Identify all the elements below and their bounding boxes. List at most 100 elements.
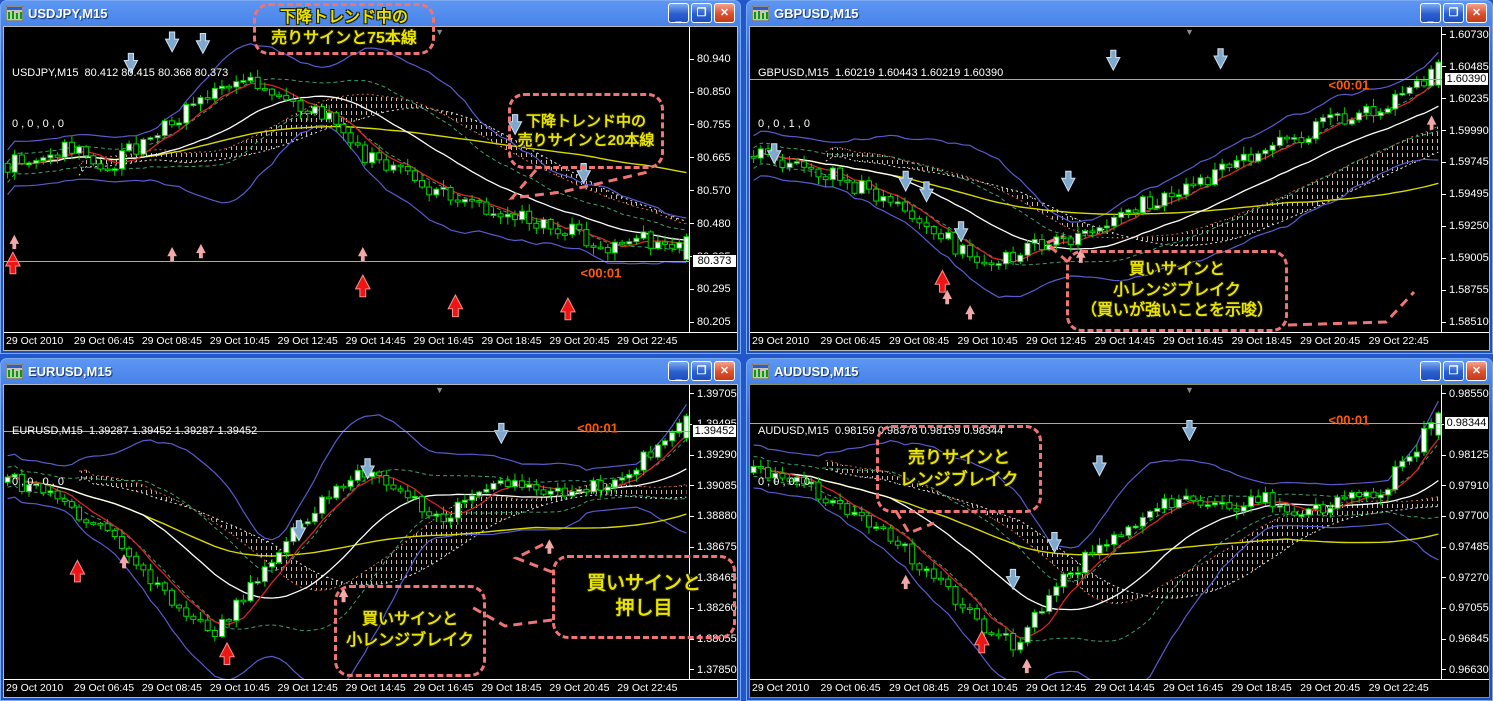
time-label: 29 Oct 22:45 xyxy=(617,335,678,347)
price-scale[interactable]: 80.940 80.850 80.755 80.665 80.570 80.480 80.3… xyxy=(689,27,737,333)
price-tick: 0.97485 xyxy=(1442,541,1489,553)
time-label: 29 Oct 16:45 xyxy=(1163,682,1224,694)
indicator-values: 0 , 0 , 0 , 0 xyxy=(758,476,810,489)
arrow-down-icon xyxy=(164,31,180,53)
time-axis[interactable]: 29 Oct 2010 29 Oct 06:45 29 Oct 08:45 29 Oc… xyxy=(750,332,1489,350)
close-button[interactable]: ✕ xyxy=(714,361,735,381)
ichimoku-cloud xyxy=(79,94,687,224)
time-label: 29 Oct 18:45 xyxy=(1231,682,1292,694)
price-scale[interactable]: 0.985500.983350.981250.979100.977000.974… xyxy=(1441,385,1489,680)
time-axis[interactable]: 29 Oct 2010 29 Oct 06:45 29 Oct 08:45 29 Oc… xyxy=(4,332,737,350)
arrow-up-icon xyxy=(4,251,21,275)
price-tick: 80.755 xyxy=(690,119,737,131)
senkou-span-b xyxy=(78,107,687,222)
close-button[interactable]: ✕ xyxy=(1466,3,1487,23)
price-tick: 1.60235 xyxy=(1442,93,1489,105)
plot-region[interactable]: ▼ <00:01 xyxy=(750,385,1442,680)
time-label: 29 Oct 20:45 xyxy=(549,335,610,347)
close-icon: ✕ xyxy=(719,364,730,377)
period-marker-icon: ▼ xyxy=(435,27,445,37)
arrow-up-icon xyxy=(447,293,464,318)
arrow-down-icon xyxy=(493,422,509,445)
arrow-down-icon xyxy=(766,143,782,165)
close-icon: ✕ xyxy=(1471,364,1482,377)
titlebar[interactable]: EURUSD,M15 _ ❐ ✕ xyxy=(3,358,738,384)
time-label: 29 Oct 10:45 xyxy=(957,335,1018,347)
price-tick: 1.59005 xyxy=(1442,252,1489,264)
titlebar[interactable]: GBPUSD,M15 _ ❐ ✕ xyxy=(749,0,1490,26)
arrow-up-icon xyxy=(358,247,368,262)
current-price-line xyxy=(4,260,690,262)
arrow-up-icon xyxy=(167,247,177,262)
arrow-down-icon xyxy=(1213,48,1229,70)
close-button[interactable]: ✕ xyxy=(1466,361,1487,381)
window-title: EURUSD,M15 xyxy=(28,363,112,379)
arrow-down-icon xyxy=(953,221,969,243)
candles xyxy=(4,413,690,642)
arrow-up-icon xyxy=(559,297,576,321)
price-scale[interactable]: 1.60730 1.60485 1.60235 1.59990 1.59745 1.594… xyxy=(1441,27,1489,333)
titlebar[interactable]: USDJPY,M15 _ ❐ ✕ xyxy=(3,0,738,26)
chart-window-audusd: AUDUSD,M15 _ ❐ ✕ ▼ <00:01 0.985500.983350… xyxy=(746,358,1493,701)
price-tick: 80.205 xyxy=(690,316,737,328)
ohlc-readout: USDJPY,M15 80.412 80.415 80.368 80.373 0… xyxy=(12,31,228,167)
minimize-button[interactable]: _ xyxy=(1420,361,1441,381)
close-button[interactable]: ✕ xyxy=(714,3,735,23)
period-marker-icon: ▼ xyxy=(1184,27,1194,37)
arrow-down-icon xyxy=(1105,49,1121,72)
time-label: 29 Oct 18:45 xyxy=(481,335,542,347)
arrow-down-icon xyxy=(1181,420,1197,442)
inner-band-lower xyxy=(7,485,687,632)
time-label: 29 Oct 2010 xyxy=(752,682,810,694)
time-label: 29 Oct 2010 xyxy=(752,335,810,347)
price-tick: 80.850 xyxy=(690,86,737,98)
chart-window-usdjpy: USDJPY,M15 _ ❐ ✕ ▼ <00:01 80.940 80.850 80.… xyxy=(0,0,741,354)
titlebar[interactable]: AUDUSD,M15 _ ❐ ✕ xyxy=(749,358,1490,384)
bollinger-lower xyxy=(753,158,1439,299)
price-scale[interactable]: 1.397051.394951.392901.390851.388801.386… xyxy=(689,385,737,680)
maximize-button[interactable]: ❐ xyxy=(1443,3,1464,23)
arrow-up-icon xyxy=(1022,658,1032,674)
price-tick: 1.38260 xyxy=(690,602,737,614)
time-axis[interactable]: 29 Oct 2010 29 Oct 06:45 29 Oct 08:45 29 Oc… xyxy=(4,679,737,697)
minimize-icon: _ xyxy=(675,10,682,23)
price-tick: 80.570 xyxy=(690,185,737,197)
arrow-up-icon xyxy=(69,559,86,583)
bar-countdown-label: <00:01 xyxy=(1328,412,1370,428)
price-tick: 1.38465 xyxy=(690,572,737,584)
arrow-up-icon xyxy=(965,305,975,320)
minimize-button[interactable]: _ xyxy=(668,3,689,23)
price-tick: 1.59250 xyxy=(1442,220,1489,232)
time-label: 29 Oct 20:45 xyxy=(1300,335,1361,347)
maximize-button[interactable]: ❐ xyxy=(691,3,712,23)
time-label: 29 Oct 14:45 xyxy=(345,335,406,347)
window-controls: _ ❐ ✕ xyxy=(668,3,735,23)
chart-window-icon xyxy=(6,363,23,379)
candles xyxy=(4,69,690,262)
price-tick: 1.39705 xyxy=(690,388,737,400)
maximize-button[interactable]: ❐ xyxy=(1443,361,1464,381)
plot-region[interactable]: ▼ <00:01 xyxy=(4,27,690,333)
price-tick: 1.39290 xyxy=(690,449,737,461)
bollinger-lower xyxy=(7,124,687,265)
minimize-icon: _ xyxy=(1427,10,1434,23)
minimize-button[interactable]: _ xyxy=(1420,3,1441,23)
maximize-button[interactable]: ❐ xyxy=(691,361,712,381)
ohlc-readout: EURUSD,M15 1.39287 1.39452 1.39287 1.394… xyxy=(12,389,257,525)
time-label: 29 Oct 20:45 xyxy=(1300,682,1361,694)
price-tick: 0.97055 xyxy=(1442,602,1489,614)
indicator-values: 0 , 0 , 0 , 0 xyxy=(12,118,64,131)
arrow-up-icon xyxy=(1426,115,1437,130)
time-label: 29 Oct 10:45 xyxy=(209,682,270,694)
price-tick: 0.97700 xyxy=(1442,510,1489,522)
price-tick: 1.59495 xyxy=(1442,188,1489,200)
price-tick: 80.665 xyxy=(690,152,737,164)
minimize-button[interactable]: _ xyxy=(668,361,689,381)
time-axis[interactable]: 29 Oct 2010 29 Oct 06:45 29 Oct 08:45 29 Oc… xyxy=(750,679,1489,697)
chart-window-gbpusd: GBPUSD,M15 _ ❐ ✕ ▼ <00:01 1.60730 1.60485 1… xyxy=(746,0,1493,354)
minimize-icon: _ xyxy=(675,368,682,381)
chart-canvas-usdjpy xyxy=(4,31,690,321)
time-label: 29 Oct 06:45 xyxy=(820,682,881,694)
period-marker-icon: ▼ xyxy=(1184,385,1194,395)
current-price-line xyxy=(750,78,1442,80)
